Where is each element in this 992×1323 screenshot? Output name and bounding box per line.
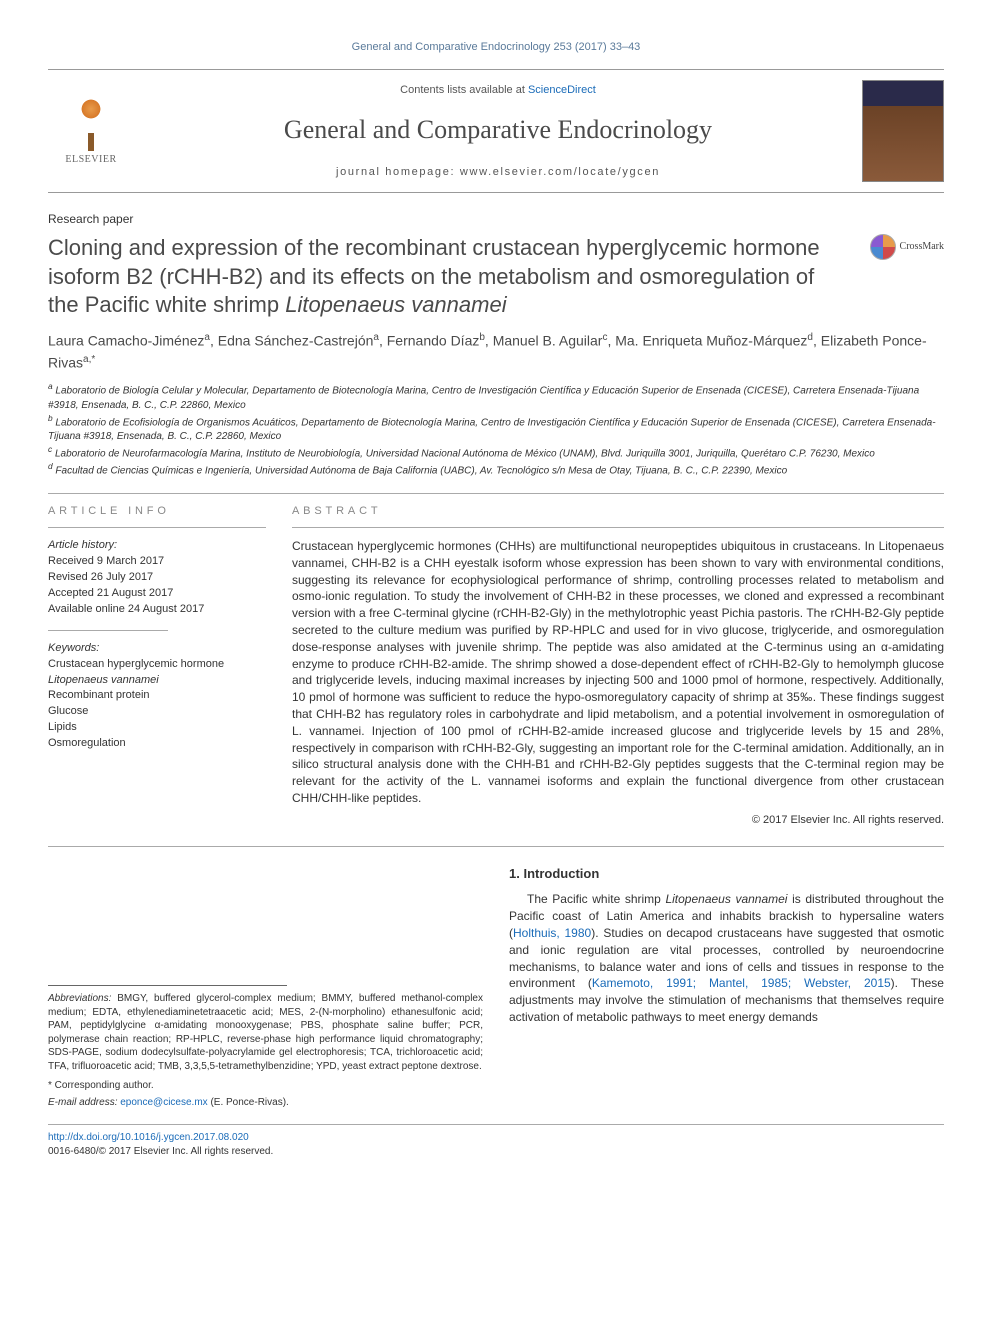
sciencedirect-link[interactable]: ScienceDirect — [528, 84, 596, 96]
affiliation-line: d Facultad de Ciencias Químicas e Ingeni… — [48, 461, 944, 478]
keyword: Litopenaeus vannamei — [48, 673, 266, 689]
horizontal-rule — [48, 630, 168, 631]
abstract-copyright: © 2017 Elsevier Inc. All rights reserved… — [292, 813, 944, 828]
keywords-block: Keywords: Crustacean hyperglycemic hormo… — [48, 641, 266, 753]
abbreviations-text: BMGY, buffered glycerol-complex medium; … — [48, 993, 483, 1072]
history-entry: Received 9 March 2017 — [48, 554, 266, 570]
crossmark-label: CrossMark — [900, 240, 944, 254]
contents-line: Contents lists available at ScienceDirec… — [146, 83, 850, 98]
publisher-badge: ELSEVIER — [48, 95, 134, 167]
email-label: E-mail address: — [48, 1097, 120, 1108]
intro-pre: The Pacific white shrimp — [527, 892, 665, 906]
journal-cover-thumbnail — [862, 80, 944, 182]
journal-title: General and Comparative Endocrinology — [146, 112, 850, 148]
abstract-heading: ABSTRACT — [292, 504, 944, 519]
horizontal-rule — [48, 985, 287, 986]
doi-link[interactable]: http://dx.doi.org/10.1016/j.ygcen.2017.0… — [48, 1132, 249, 1143]
keyword: Glucose — [48, 704, 266, 720]
affiliations: a Laboratorio de Biología Celular y Mole… — [48, 381, 944, 478]
abstract-body: Crustacean hyperglycemic hormones (CHHs)… — [292, 538, 944, 807]
history-entry: Accepted 21 August 2017 — [48, 586, 266, 602]
email-author: (E. Ponce-Rivas). — [208, 1097, 289, 1108]
horizontal-rule — [48, 1124, 944, 1125]
article-title: Cloning and expression of the recombinan… — [48, 234, 944, 320]
homepage-line: journal homepage: www.elsevier.com/locat… — [146, 165, 850, 180]
abbreviations-block: Abbreviations: BMGY, buffered glycerol-c… — [48, 992, 483, 1073]
elsevier-label: ELSEVIER — [65, 153, 116, 167]
horizontal-rule — [48, 493, 944, 494]
crossmark-icon — [870, 234, 896, 260]
keywords-label: Keywords: — [48, 641, 266, 657]
email-link[interactable]: eponce@cicese.mx — [120, 1097, 207, 1108]
keyword: Recombinant protein — [48, 688, 266, 704]
elsevier-tree-icon — [65, 95, 117, 151]
horizontal-rule — [48, 527, 266, 528]
author-list: Laura Camacho-Jiméneza, Edna Sánchez-Cas… — [48, 330, 944, 373]
citation-link[interactable]: Kamemoto, 1991; Mantel, 1985; Webster, 2… — [592, 976, 891, 990]
crossmark-badge[interactable]: CrossMark — [870, 234, 944, 260]
keyword: Osmoregulation — [48, 736, 266, 752]
affiliation-line: c Laboratorio de Neurofarmacología Marin… — [48, 444, 944, 461]
intro-species: Litopenaeus vannamei — [665, 892, 787, 906]
introduction-heading: 1. Introduction — [509, 865, 944, 883]
contents-prefix: Contents lists available at — [400, 84, 528, 96]
corresponding-author: * Corresponding author. — [48, 1079, 483, 1093]
email-line: E-mail address: eponce@cicese.mx (E. Pon… — [48, 1096, 483, 1110]
running-head: General and Comparative Endocrinology 25… — [48, 40, 944, 55]
homepage-prefix: journal homepage: — [336, 166, 460, 178]
horizontal-rule — [48, 846, 944, 847]
article-info-heading: ARTICLE INFO — [48, 504, 266, 519]
history-entry: Revised 26 July 2017 — [48, 570, 266, 586]
article-type: Research paper — [48, 211, 944, 228]
doi-block: http://dx.doi.org/10.1016/j.ygcen.2017.0… — [48, 1131, 944, 1159]
article-history: Article history: Received 9 March 2017Re… — [48, 538, 266, 618]
keyword: Crustacean hyperglycemic hormone — [48, 657, 266, 673]
affiliation-line: a Laboratorio de Biología Celular y Mole… — [48, 381, 944, 412]
introduction-body: The Pacific white shrimp Litopenaeus van… — [509, 891, 944, 1025]
issn-line: 0016-6480/© 2017 Elsevier Inc. All right… — [48, 1146, 273, 1157]
horizontal-rule — [292, 527, 944, 528]
history-entry: Available online 24 August 2017 — [48, 602, 266, 618]
affiliation-line: b Laboratorio de Ecofisiología de Organi… — [48, 413, 944, 444]
keyword: Lipids — [48, 720, 266, 736]
masthead: ELSEVIER Contents lists available at Sci… — [48, 69, 944, 193]
abbreviations-label: Abbreviations: — [48, 993, 111, 1004]
history-label: Article history: — [48, 538, 266, 554]
homepage-url[interactable]: www.elsevier.com/locate/ygcen — [460, 166, 660, 178]
citation-link[interactable]: Holthuis, 1980 — [513, 926, 591, 940]
title-species: Litopenaeus vannamei — [285, 292, 506, 317]
